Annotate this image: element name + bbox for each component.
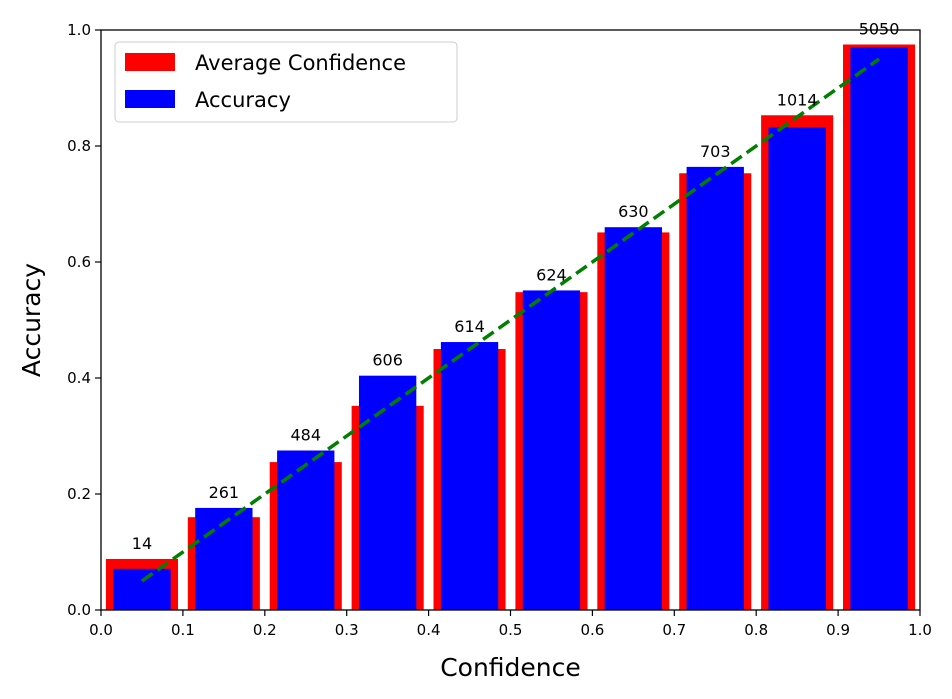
x-tick-label: 0.2 bbox=[253, 621, 277, 639]
x-tick-label: 0.6 bbox=[580, 621, 604, 639]
trend-layer bbox=[140, 57, 881, 583]
count-label: 1014 bbox=[777, 90, 818, 109]
accuracy-bar bbox=[686, 166, 744, 610]
axis-ticks: 0.0 0.1 0.2 0.3 0.4 0.5 0.6 0.7 0.8 0.9 1.0 0.0 0.2 0… bbox=[67, 21, 932, 639]
accuracy-bar bbox=[522, 290, 581, 610]
count-label: 630 bbox=[618, 202, 649, 221]
legend: Average Confidence Accuracy bbox=[114, 41, 458, 123]
y-tick-label: 0.4 bbox=[67, 369, 91, 387]
accuracy-bar bbox=[113, 568, 171, 610]
x-tick-label: 0.9 bbox=[826, 621, 850, 639]
y-tick-label: 0.8 bbox=[67, 137, 91, 155]
x-axis-label: Confidence bbox=[440, 653, 581, 682]
count-labels: 14 261 484 606 614 624 630 703 1014 5050 bbox=[132, 20, 900, 553]
legend-label-accuracy: Accuracy bbox=[195, 88, 291, 112]
y-tick-label: 1.0 bbox=[67, 21, 91, 39]
legend-label-average-confidence: Average Confidence bbox=[195, 51, 406, 75]
x-tick-label: 0.0 bbox=[89, 621, 113, 639]
accuracy-bar bbox=[604, 227, 663, 610]
x-tick-label: 0.5 bbox=[499, 621, 523, 639]
x-tick-label: 0.3 bbox=[335, 621, 359, 639]
count-label: 261 bbox=[209, 483, 240, 502]
count-label: 484 bbox=[290, 426, 321, 445]
y-tick-label: 0.0 bbox=[67, 601, 91, 619]
count-label: 624 bbox=[536, 265, 567, 284]
x-tick-label: 0.8 bbox=[744, 621, 768, 639]
x-tick-label: 0.7 bbox=[662, 621, 686, 639]
accuracy-bar bbox=[850, 47, 908, 610]
x-tick-label: 0.4 bbox=[417, 621, 441, 639]
y-tick-label: 0.6 bbox=[67, 253, 91, 271]
bars-layer bbox=[105, 44, 916, 611]
legend-box bbox=[114, 41, 458, 123]
accuracy-bar bbox=[277, 450, 335, 610]
x-tick-label: 1.0 bbox=[908, 621, 932, 639]
legend-swatch-average-confidence bbox=[125, 53, 175, 71]
count-label: 703 bbox=[700, 142, 731, 161]
y-axis-label: Accuracy bbox=[17, 263, 46, 377]
count-label: 14 bbox=[132, 534, 152, 553]
legend-swatch-accuracy bbox=[125, 90, 175, 108]
accuracy-bar bbox=[768, 127, 826, 610]
y-tick-label: 0.2 bbox=[67, 485, 91, 503]
count-label: 606 bbox=[372, 351, 403, 370]
accuracy-bar bbox=[440, 342, 499, 610]
x-tick-label: 0.1 bbox=[171, 621, 195, 639]
trend-line bbox=[140, 57, 881, 583]
count-label: 5050 bbox=[859, 20, 900, 39]
accuracy-bar bbox=[358, 375, 417, 610]
count-label: 614 bbox=[454, 317, 485, 336]
